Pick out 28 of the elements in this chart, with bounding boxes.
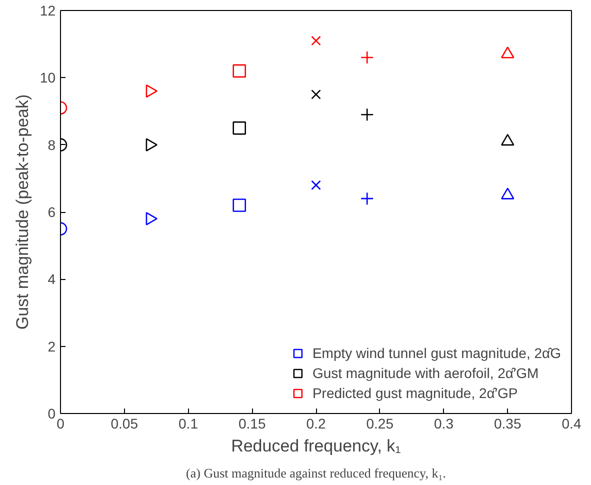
x-tick-label: 0.2 <box>306 416 326 432</box>
x-tick-label: 0.35 <box>494 416 522 432</box>
point <box>146 138 158 152</box>
legend-label: Predicted gust magnitude, 2α̂′GP <box>312 385 518 401</box>
y-tick-label: 12 <box>40 2 56 18</box>
legend-label: Gust magnitude with aerofoil, 2α̂′GM <box>312 365 539 381</box>
x-tick-label: 0.25 <box>366 416 394 432</box>
y-axis-title: Gust magnitude (peak-to-peak) <box>12 94 32 330</box>
y-tick-label: 10 <box>40 70 56 86</box>
point <box>146 84 158 98</box>
y-tick-label: 4 <box>48 271 56 288</box>
point <box>232 64 246 78</box>
legend-label: Empty wind tunnel gust magnitude, 2α̂G <box>312 345 561 361</box>
point <box>360 192 374 206</box>
x-axis-title: Reduced frequency, k₁ <box>231 436 402 456</box>
x-tick-label: 0.4 <box>562 416 582 432</box>
x-tick-label: 0.1 <box>178 416 198 432</box>
x-tick-label: 0.15 <box>238 416 266 432</box>
x-tick-label: 0.05 <box>110 416 138 432</box>
text: (a) Gust magnitude against reduced frequency, k₁. <box>186 466 446 480</box>
y-tick-label: 6 <box>48 204 56 220</box>
point <box>232 198 246 212</box>
y-tick-label: 0 <box>48 406 56 422</box>
point <box>232 121 246 135</box>
point <box>146 212 158 226</box>
y-tick-label: 8 <box>48 136 56 153</box>
y-tick-label: 2 <box>48 338 56 354</box>
x-tick-label: 0.3 <box>434 416 454 432</box>
